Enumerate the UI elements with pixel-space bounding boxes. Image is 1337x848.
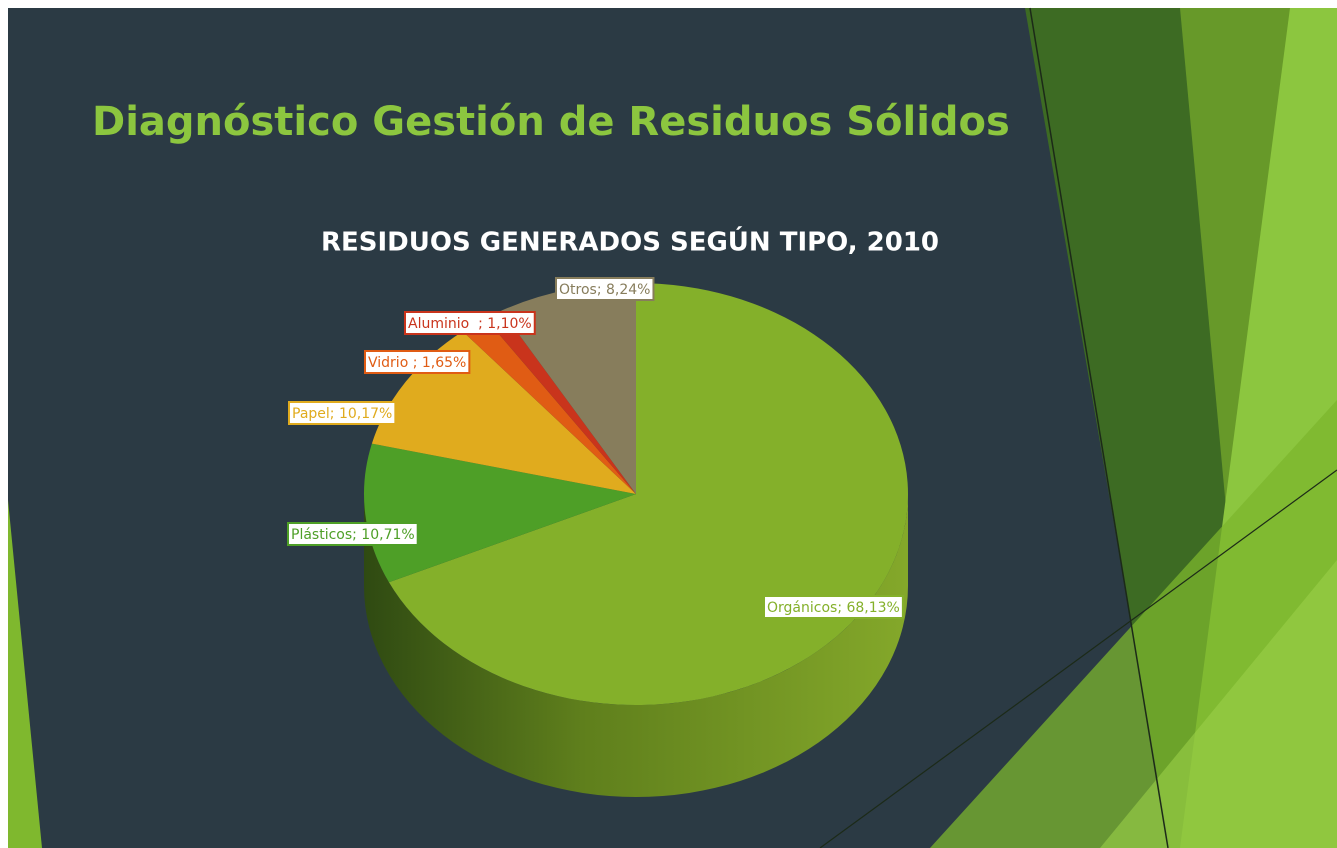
pie: Orgánicos; 68,13% Plásticos; 10,71% Papel;…: [287, 277, 909, 797]
chart-title: RESIDUOS GENERADOS SEGÚN TIPO, 2010: [321, 226, 939, 258]
data-label-text: Papel; 10,17%: [292, 406, 392, 422]
slide-title: Diagnóstico Gestión de Residuos Sólidos: [92, 99, 1010, 145]
data-label-box: [404, 311, 536, 335]
data-label: Papel; 10,17%: [288, 401, 397, 425]
data-label-box: [287, 522, 419, 546]
data-label: Plásticos; 10,71%: [287, 522, 419, 546]
pie-depth: [364, 494, 908, 797]
data-label-box: [763, 595, 904, 619]
data-label-text: Plásticos; 10,71%: [291, 527, 415, 543]
data-label-box: [555, 277, 655, 301]
pie-slice: [462, 318, 636, 494]
pie-slice: [485, 310, 636, 494]
data-label: Orgánicos; 68,13%: [763, 595, 904, 619]
data-label-text: Otros; 8,24%: [559, 282, 650, 298]
decoration: [8, 7, 1337, 848]
pie-slice: [363, 443, 636, 583]
data-label: Otros; 8,24%: [555, 277, 655, 301]
data-label-text: Vidrio ; 1,65%: [368, 355, 466, 371]
pie-slice: [501, 283, 636, 494]
data-label-box: [288, 401, 397, 425]
data-label: Aluminio ; 1,10%: [404, 311, 536, 335]
data-label-text: Aluminio ; 1,10%: [408, 316, 532, 332]
data-label-text: Orgánicos; 68,13%: [767, 600, 900, 616]
data-label-box: [364, 350, 471, 374]
data-label: Vidrio ; 1,65%: [364, 350, 471, 374]
